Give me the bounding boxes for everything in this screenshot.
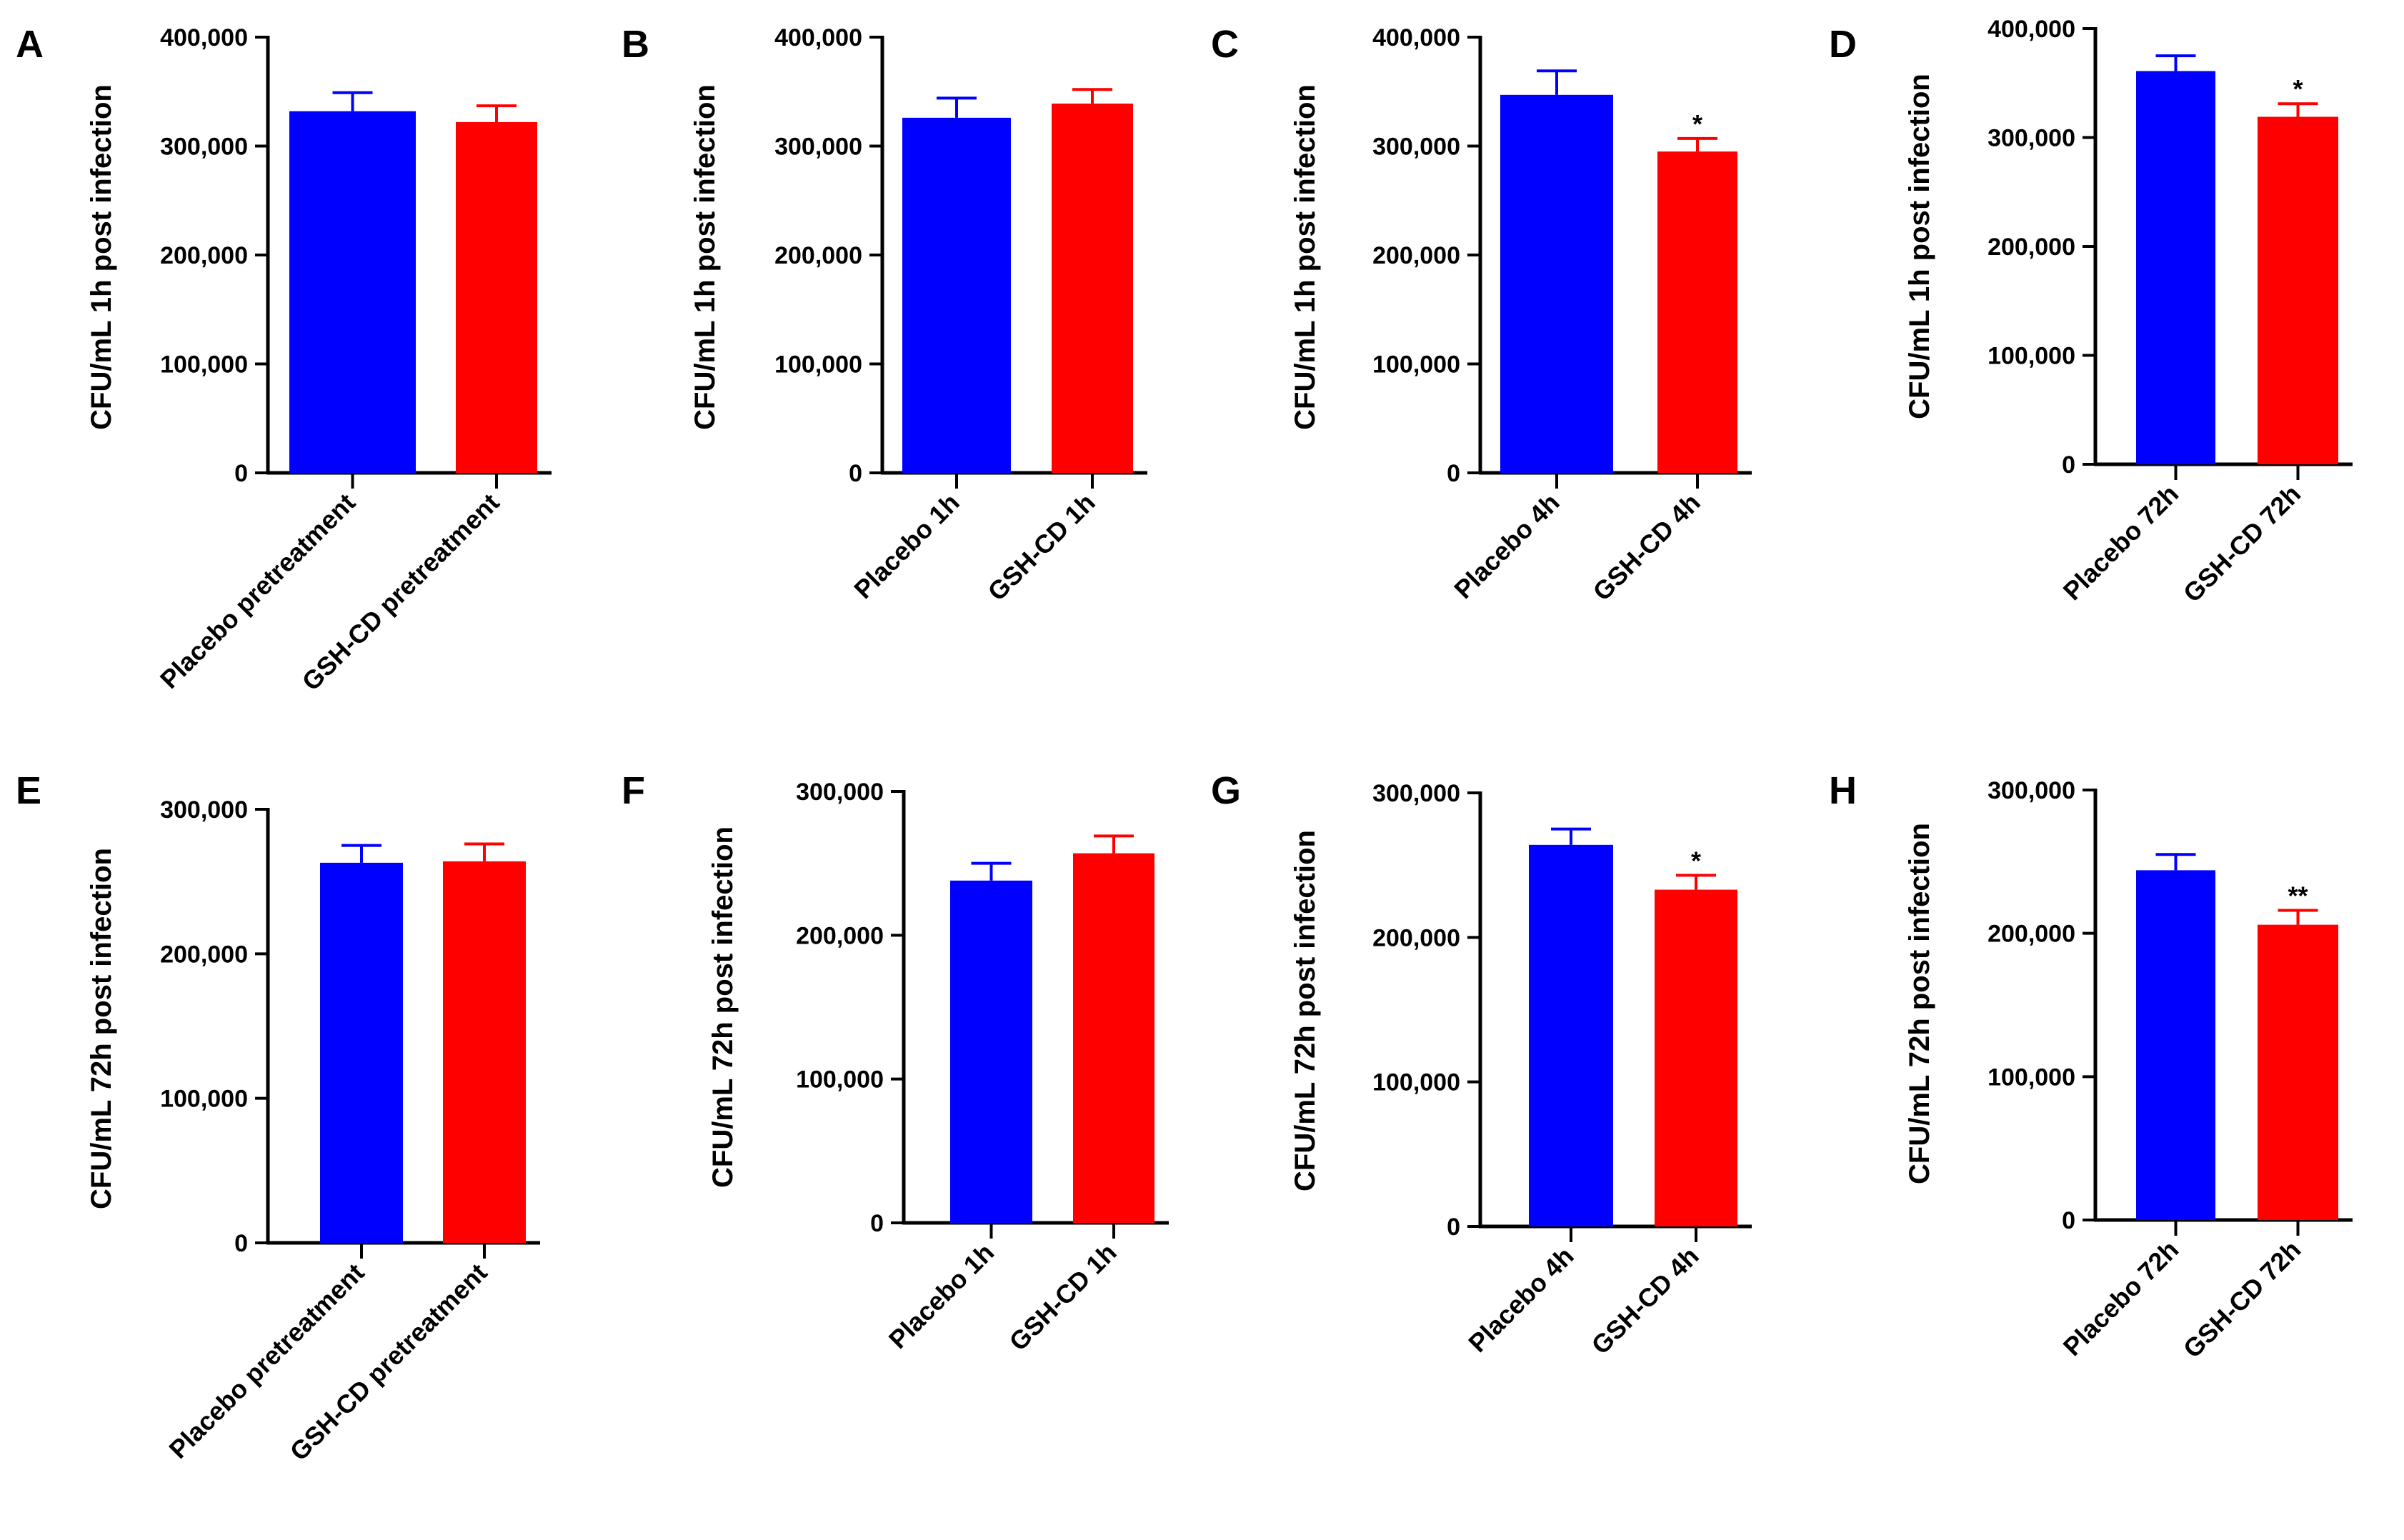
x-category-label: GSH-CD 1h xyxy=(1003,1238,1122,1356)
panel-letter: H xyxy=(1829,769,1857,812)
y-tick-label: 300,000 xyxy=(160,796,248,824)
bar xyxy=(320,862,403,1243)
x-category-label: Placebo 72h xyxy=(2058,479,2185,606)
y-tick-label: 400,000 xyxy=(160,24,248,51)
panel-letter: D xyxy=(1829,23,1857,66)
bar xyxy=(2258,116,2338,464)
panel-c: C CFU/mL 1h post infection 0 100,000 200,000… xyxy=(1211,23,1752,606)
bar xyxy=(289,111,416,473)
bar xyxy=(902,117,1011,473)
significance-marker: * xyxy=(1692,109,1702,139)
y-tick-label: 300,000 xyxy=(774,134,862,161)
y-tick-label: 200,000 xyxy=(1987,921,2075,948)
y-tick-label: 300,000 xyxy=(1372,134,1460,161)
panel-letter: F xyxy=(622,769,645,812)
bar xyxy=(950,880,1032,1223)
x-category-label: Placebo 4h xyxy=(1462,1241,1579,1358)
y-axis-label: CFU/mL 72h post infection xyxy=(86,848,117,1209)
panel-letter: G xyxy=(1211,769,1241,812)
y-axis-label: CFU/mL 72h post infection xyxy=(1904,823,1935,1184)
x-category-label: Placebo pretreatment xyxy=(163,1258,369,1464)
y-axis-label: CFU/mL 1h post infection xyxy=(1290,84,1321,430)
bar xyxy=(456,121,537,473)
panel-letter: A xyxy=(16,23,44,66)
panel-b: B CFU/mL 1h post infection 0 100,000 200,000… xyxy=(622,23,1147,606)
y-tick-label: 100,000 xyxy=(1372,351,1460,379)
significance-marker: * xyxy=(1691,846,1701,875)
bar xyxy=(443,861,526,1243)
x-category-label: Placebo 1h xyxy=(883,1238,999,1354)
panel-a: A CFU/mL 1h post infection 0 100,000 200,000… xyxy=(16,23,552,696)
x-category-label: Placebo 1h xyxy=(848,488,964,604)
y-tick-label: 200,000 xyxy=(774,242,862,269)
bar xyxy=(2136,71,2215,465)
x-category-label: GSH-CD 72h xyxy=(2178,479,2306,608)
y-tick-label: 200,000 xyxy=(1372,924,1460,951)
significance-marker: ** xyxy=(2288,881,2308,911)
bar xyxy=(2136,870,2215,1220)
y-axis-label: CFU/mL 72h post infection xyxy=(707,826,739,1188)
y-tick-label: 300,000 xyxy=(1372,780,1460,807)
panel-e: E CFU/mL 72h post infection 0 100,000 200,00… xyxy=(16,769,540,1466)
panel-f: F CFU/mL 72h post infection 0 100,000 200,00… xyxy=(622,769,1169,1356)
x-category-label: Placebo 72h xyxy=(2058,1235,2185,1362)
x-category-label: Placebo 4h xyxy=(1448,488,1565,604)
y-tick-label: 100,000 xyxy=(796,1066,884,1094)
x-category-label: GSH-CD 4h xyxy=(1587,488,1705,606)
y-tick-label: 100,000 xyxy=(774,351,862,379)
significance-marker: * xyxy=(2293,74,2303,104)
panel-letter: C xyxy=(1211,23,1239,66)
y-tick-label: 400,000 xyxy=(774,24,862,51)
y-tick-label: 100,000 xyxy=(160,351,248,379)
y-tick-label: 400,000 xyxy=(1372,24,1460,51)
panel-d: D CFU/mL 1h post infection 0 100,000 200,000… xyxy=(1829,16,2353,608)
y-tick-label: 200,000 xyxy=(160,941,248,968)
y-tick-label: 300,000 xyxy=(1987,777,2075,804)
y-tick-label: 300,000 xyxy=(1987,125,2075,152)
y-axis-label: CFU/mL 1h post infection xyxy=(86,84,117,430)
x-category-label: GSH-CD 4h xyxy=(1585,1241,1704,1360)
bar xyxy=(1052,104,1133,473)
y-tick-label: 0 xyxy=(2062,451,2075,479)
panel-letter: E xyxy=(16,769,41,812)
y-tick-label: 300,000 xyxy=(796,779,884,806)
x-category-label: GSH-CD 72h xyxy=(2178,1235,2306,1364)
bar xyxy=(1657,151,1737,473)
bar xyxy=(1529,844,1613,1226)
panel-letter: B xyxy=(622,23,649,66)
y-tick-label: 100,000 xyxy=(160,1086,248,1113)
bar xyxy=(1655,889,1737,1226)
y-tick-label: 100,000 xyxy=(1372,1069,1460,1096)
bar xyxy=(2258,924,2338,1220)
y-axis-label: CFU/mL 72h post infection xyxy=(1290,830,1321,1191)
x-category-label: GSH-CD pretreatment xyxy=(284,1258,493,1466)
y-tick-label: 0 xyxy=(234,460,248,487)
y-tick-label: 0 xyxy=(1447,1214,1460,1241)
y-tick-label: 0 xyxy=(1447,460,1460,487)
y-tick-label: 200,000 xyxy=(796,922,884,949)
y-tick-label: 0 xyxy=(870,1210,884,1237)
y-tick-label: 300,000 xyxy=(160,134,248,161)
panel-h: H CFU/mL 72h post infection 0 100,000 200,00… xyxy=(1829,769,2353,1364)
bar xyxy=(1500,94,1613,473)
y-tick-label: 0 xyxy=(849,460,862,487)
bar xyxy=(1073,853,1154,1223)
y-tick-label: 200,000 xyxy=(1372,242,1460,269)
y-tick-label: 100,000 xyxy=(1987,1064,2075,1091)
y-tick-label: 100,000 xyxy=(1987,343,2075,370)
y-tick-label: 400,000 xyxy=(1987,16,2075,43)
y-tick-label: 0 xyxy=(234,1230,248,1257)
y-axis-label: CFU/mL 1h post infection xyxy=(1904,74,1935,419)
y-tick-label: 200,000 xyxy=(1987,234,2075,261)
y-tick-label: 200,000 xyxy=(160,242,248,269)
y-tick-label: 0 xyxy=(2062,1207,2075,1234)
x-category-label: GSH-CD 1h xyxy=(982,488,1100,606)
panel-g: G CFU/mL 72h post infection 0 100,000 200,00… xyxy=(1211,769,1752,1360)
y-axis-label: CFU/mL 1h post infection xyxy=(689,84,721,430)
